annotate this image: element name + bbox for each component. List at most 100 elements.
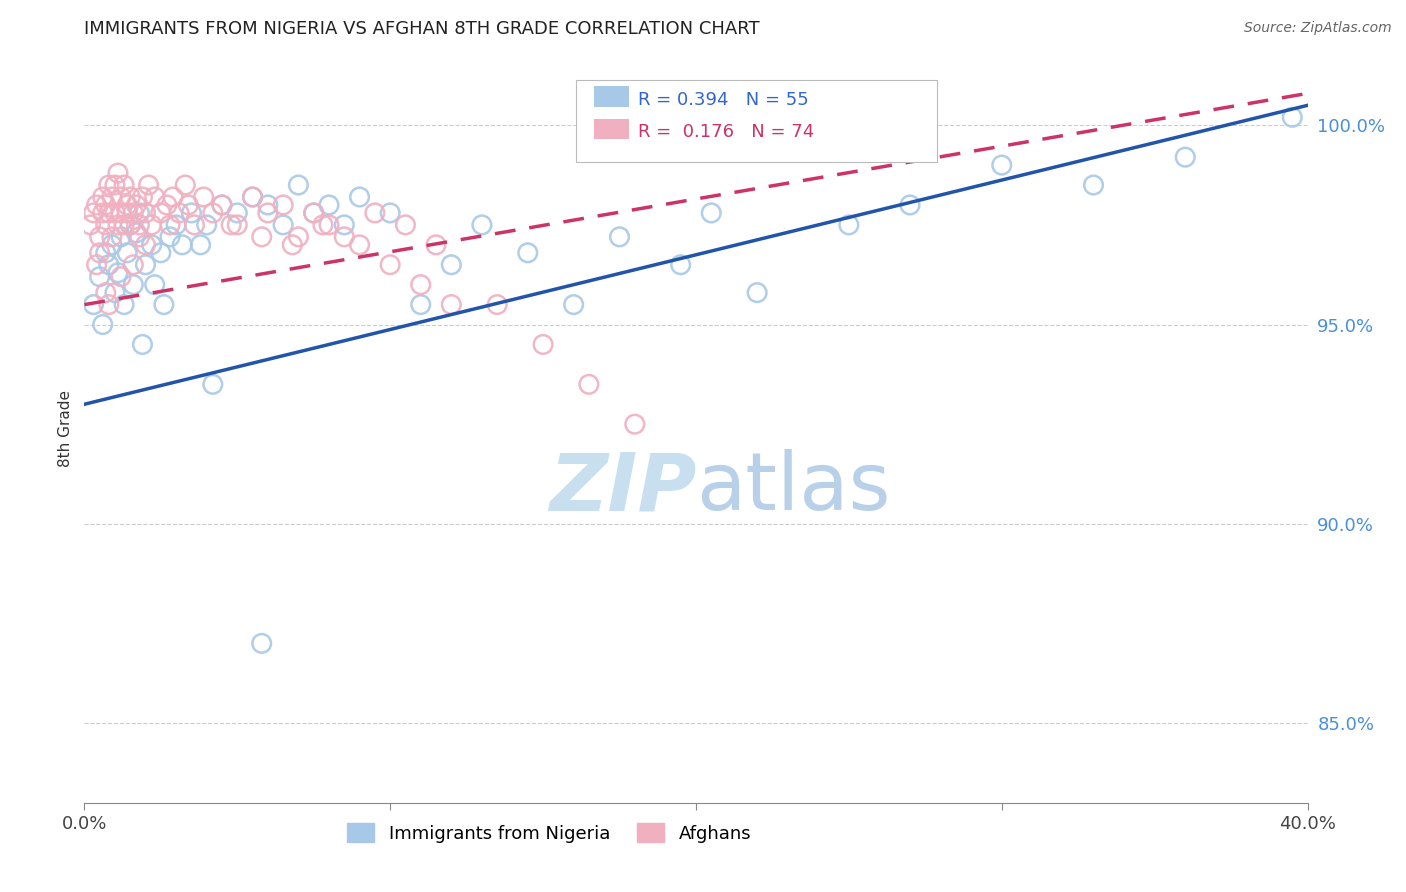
Point — [195, 218, 218, 232]
Point — [211, 198, 233, 212]
Point — [94, 218, 117, 232]
Point — [79, 218, 101, 232]
Point — [110, 206, 132, 220]
Point — [578, 377, 600, 392]
Point — [91, 318, 114, 332]
Point — [107, 218, 129, 232]
Point — [122, 277, 145, 292]
Text: IMMIGRANTS FROM NIGERIA VS AFGHAN 8TH GRADE CORRELATION CHART: IMMIGRANTS FROM NIGERIA VS AFGHAN 8TH GR… — [84, 21, 761, 38]
FancyBboxPatch shape — [595, 87, 628, 107]
Point — [177, 198, 200, 212]
Point — [115, 198, 138, 212]
Point — [349, 190, 371, 204]
Point — [107, 166, 129, 180]
Point — [159, 230, 181, 244]
Point — [624, 417, 647, 432]
Text: R = 0.394   N = 55: R = 0.394 N = 55 — [638, 91, 810, 109]
Point — [165, 218, 187, 232]
Point — [211, 198, 233, 212]
Point — [143, 277, 166, 292]
Point — [302, 206, 325, 220]
Point — [380, 206, 402, 220]
Point — [700, 206, 723, 220]
Point — [89, 230, 111, 244]
Point — [242, 190, 264, 204]
Point — [143, 190, 166, 204]
Point — [135, 237, 157, 252]
Point — [425, 237, 447, 252]
Point — [153, 297, 176, 311]
Point — [128, 206, 150, 220]
Point — [333, 218, 356, 232]
Point — [83, 206, 105, 220]
Point — [110, 190, 132, 204]
Point — [1174, 150, 1197, 164]
Point — [120, 218, 142, 232]
Point — [219, 218, 242, 232]
Point — [747, 285, 769, 300]
Point — [104, 178, 127, 192]
Point — [135, 258, 157, 272]
Text: ZIP: ZIP — [548, 449, 696, 527]
Point — [110, 269, 132, 284]
Point — [97, 178, 120, 192]
Point — [250, 636, 273, 650]
Point — [162, 190, 184, 204]
Point — [201, 206, 224, 220]
Point — [201, 377, 224, 392]
Point — [101, 230, 124, 244]
Point — [486, 297, 509, 311]
Point — [838, 218, 860, 232]
Point — [138, 178, 160, 192]
Point — [122, 206, 145, 220]
Point — [333, 230, 356, 244]
Point — [131, 337, 153, 351]
Point — [101, 190, 124, 204]
Point — [83, 297, 105, 311]
Point — [159, 218, 181, 232]
Point — [115, 206, 138, 220]
Point — [131, 190, 153, 204]
Point — [107, 266, 129, 280]
Point — [91, 190, 114, 204]
Point — [112, 218, 135, 232]
Point — [89, 269, 111, 284]
Point — [120, 190, 142, 204]
Point — [174, 178, 197, 192]
Text: Source: ZipAtlas.com: Source: ZipAtlas.com — [1244, 21, 1392, 35]
Point — [226, 206, 249, 220]
Text: atlas: atlas — [696, 449, 890, 527]
Point — [149, 206, 172, 220]
Point — [898, 198, 921, 212]
Point — [141, 218, 163, 232]
Point — [271, 198, 294, 212]
Point — [94, 245, 117, 260]
Point — [250, 230, 273, 244]
Point — [97, 206, 120, 220]
Point — [172, 237, 194, 252]
Point — [91, 206, 114, 220]
Point — [318, 198, 340, 212]
Point — [180, 206, 202, 220]
Point — [440, 258, 463, 272]
Point — [94, 285, 117, 300]
Point — [104, 285, 127, 300]
Point — [531, 337, 554, 351]
Point — [97, 258, 120, 272]
Point — [125, 198, 148, 212]
Point — [120, 218, 142, 232]
Point — [669, 258, 692, 272]
Point — [226, 218, 249, 232]
Point — [318, 218, 340, 232]
Point — [271, 218, 294, 232]
Point — [94, 198, 117, 212]
Point — [409, 277, 432, 292]
Point — [287, 178, 309, 192]
Y-axis label: 8th Grade: 8th Grade — [58, 390, 73, 467]
Point — [257, 198, 280, 212]
Point — [409, 297, 432, 311]
Point — [149, 245, 172, 260]
Point — [193, 190, 215, 204]
Point — [991, 158, 1014, 172]
Point — [380, 258, 402, 272]
